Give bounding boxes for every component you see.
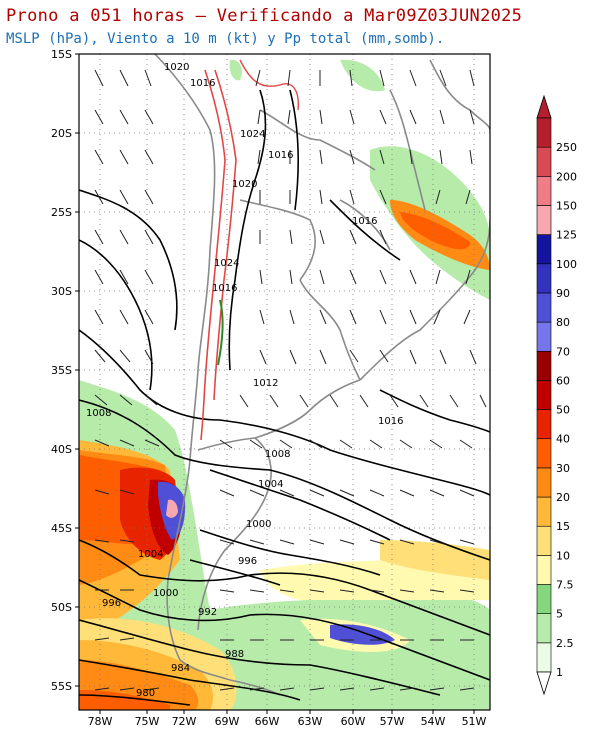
colorbar-swatch: [536, 234, 552, 265]
lat-label: 30S: [51, 285, 72, 298]
colorbar-label: 90: [556, 287, 570, 300]
lat-label: 25S: [51, 206, 72, 219]
lat-label: 45S: [51, 522, 72, 535]
colorbar-label: 1: [556, 666, 563, 679]
lon-label: 75W: [135, 715, 160, 728]
wind-barbs: [94, 69, 487, 691]
map-title: Prono a 051 horas — Verificando a Mar09Z…: [6, 6, 523, 26]
lon-label: 60W: [341, 715, 366, 728]
colorbar-label: 20: [556, 491, 570, 504]
isobar-label: 1012: [253, 378, 278, 389]
colorbar-label: 80: [556, 316, 570, 329]
isobar-label: 1024: [214, 258, 239, 269]
colorbar-swatch: [536, 350, 552, 381]
colorbar-swatch: [536, 525, 552, 556]
colorbar-label: 7.5: [556, 579, 574, 592]
colorbar-top-arrow: [536, 94, 552, 119]
axis-ticks: [75, 53, 475, 714]
lon-label: 57W: [380, 715, 405, 728]
isobar-label: 1016: [268, 150, 293, 161]
precipitation-shading: [79, 59, 490, 710]
isobar-label: 1004: [258, 479, 283, 490]
isobar-label: 1016: [352, 216, 377, 227]
isobar-label: 1004: [138, 549, 163, 560]
colorbar-swatch: [536, 467, 552, 498]
lat-label: 35S: [51, 364, 72, 377]
lon-label: 66W: [255, 715, 280, 728]
isobar-label: 1016: [212, 283, 237, 294]
isobar-label: 1016: [378, 416, 403, 427]
colorbar-label: 60: [556, 374, 570, 387]
lon-label: 54W: [421, 715, 446, 728]
lon-label: 78W: [88, 715, 113, 728]
isobar-label: 980: [136, 688, 155, 699]
lat-label: 15S: [51, 48, 72, 61]
lon-label: 69W: [215, 715, 240, 728]
colorbar-label: 200: [556, 170, 577, 183]
isobar-label: 1016: [190, 78, 215, 89]
isobar-label: 1008: [265, 449, 290, 460]
colorbar-label: 10: [556, 549, 570, 562]
colorbar-label: 15: [556, 520, 570, 533]
andes-contours: [200, 59, 299, 441]
longitude-labels: 78W 75W 72W 69W 66W 63W 60W 57W 54W 51W: [88, 715, 487, 728]
map-subtitle: MSLP (hPa), Viento a 10 m (kt) y Pp tota…: [6, 31, 445, 47]
colorbar-swatch: [536, 555, 552, 585]
colorbar-label: 30: [556, 462, 570, 475]
colorbar-swatch: [536, 176, 552, 206]
isobar-labels: 1020 1016 1024 1016 1020 1016 1024 1016 …: [86, 62, 403, 699]
colorbar-label: 150: [556, 199, 577, 212]
colorbar-swatch: [536, 292, 552, 323]
colorbar-swatch: [536, 584, 552, 614]
colorbar-swatch: [536, 613, 552, 644]
isobars: [79, 89, 490, 706]
lon-label: 63W: [298, 715, 323, 728]
isobar-label: 992: [198, 607, 217, 618]
lat-label: 55S: [51, 680, 72, 693]
colorbar-swatch: [536, 321, 552, 352]
isobar-label: 1000: [246, 519, 271, 530]
precip-colorbar: 1 2.5 5 7.5 10 15 20 30 40 50 60 70 80 90 100 125 150 200…: [536, 94, 577, 696]
isobar-label: 988: [225, 649, 244, 660]
lat-label: 50S: [51, 601, 72, 614]
colorbar-swatch: [536, 438, 552, 469]
isobar-label: 984: [171, 663, 190, 674]
isobar-label: 1024: [240, 129, 265, 140]
isobar-label: 1020: [164, 62, 189, 73]
colorbar-swatch: [536, 117, 552, 148]
lon-label: 72W: [172, 715, 197, 728]
colorbar-swatch: [536, 409, 552, 440]
colorbar-swatch: [536, 205, 552, 235]
isobar-label: 996: [102, 598, 121, 609]
lat-label: 40S: [51, 443, 72, 456]
colorbar-label: 250: [556, 141, 577, 154]
isobar-label: 1020: [232, 179, 257, 190]
colorbar-swatch: [536, 146, 552, 177]
isobar-label: 996: [238, 556, 257, 567]
lon-label: 51W: [462, 715, 487, 728]
coastlines-borders: [154, 54, 490, 696]
colorbar-label: 100: [556, 258, 577, 271]
colorbar-swatch: [536, 263, 552, 294]
colorbar-label: 2.5: [556, 637, 574, 650]
colorbar-bottom-arrow: [536, 671, 552, 696]
colorbar-swatch: [536, 380, 552, 410]
isobar-label: 1008: [86, 408, 111, 419]
colorbar-label: 5: [556, 608, 563, 621]
graticule: [79, 54, 490, 710]
latitude-labels: 15S 20S 25S 30S 35S 40S 45S 50S 55S: [51, 48, 72, 693]
colorbar-label: 70: [556, 345, 570, 358]
map-frame: [78, 53, 491, 711]
colorbar-swatch: [536, 642, 552, 673]
colorbar-label: 50: [556, 404, 570, 417]
colorbar-swatch: [536, 496, 552, 527]
colorbar-label: 125: [556, 229, 577, 242]
lat-label: 20S: [51, 127, 72, 140]
isobar-label: 1000: [153, 588, 178, 599]
colorbar-label: 40: [556, 433, 570, 446]
